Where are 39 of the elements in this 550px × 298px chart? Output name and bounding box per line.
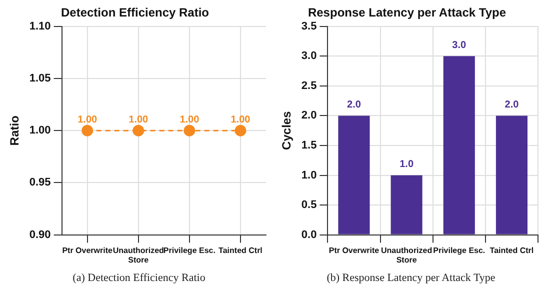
bar (496, 116, 528, 234)
data-label: 2.0 (347, 99, 362, 110)
chart-title: Response Latency per Attack Type (308, 6, 506, 20)
y-tick-label: 2.5 (301, 80, 317, 92)
x-tick-label: Ptr Overwrite (62, 246, 113, 255)
y-tick-label: 0.5 (301, 199, 317, 212)
data-label: 2.0 (504, 99, 520, 110)
y-tick-label: 2.0 (301, 110, 317, 122)
chart-title: Detection Efficiency Ratio (60, 6, 210, 20)
text: (a) Detection Efficiency Ratio (72, 272, 206, 284)
data-label: 1.00 (230, 114, 251, 126)
y-tick-label: 1.05 (29, 72, 51, 85)
data-label: 3.0 (452, 40, 467, 51)
data-label: 1.00 (180, 114, 200, 126)
x-tick-label: Privilege Esc. (433, 246, 486, 255)
y-tick-label: 1.5 (301, 140, 317, 152)
y-axis-title: Cycles (280, 110, 294, 150)
x-tick-label: Unauthorized Store (381, 246, 432, 264)
x-tick-label: Tainted Ctrl (490, 246, 534, 255)
bar (390, 175, 422, 234)
x-tick-label: Tainted Ctrl (218, 246, 262, 255)
y-tick-label: 1.00 (29, 124, 51, 137)
bar (338, 116, 370, 234)
y-tick-label: 1.10 (29, 20, 51, 32)
x-tick-label: Privilege Esc. (163, 246, 216, 255)
y-tick-label: 0.95 (29, 176, 51, 189)
x-tick-label: Unauthorized Store (112, 246, 164, 264)
text: (b) Response Latency per Attack Type (326, 272, 496, 284)
y-axis-title: Ratio (8, 116, 22, 146)
data-label: 1.00 (78, 114, 98, 126)
bar (443, 56, 475, 234)
y-tick-label: 0.90 (29, 228, 51, 241)
data-label: 1.0 (400, 159, 414, 170)
data-label: 1.00 (128, 114, 149, 126)
y-tick-label: 0.0 (301, 228, 317, 241)
y-tick-label: 1.0 (301, 169, 317, 182)
y-tick-label: 3.0 (301, 50, 317, 62)
y-tick-label: 3.5 (301, 20, 317, 32)
x-tick-label: Ptr Overwrite (328, 246, 380, 255)
